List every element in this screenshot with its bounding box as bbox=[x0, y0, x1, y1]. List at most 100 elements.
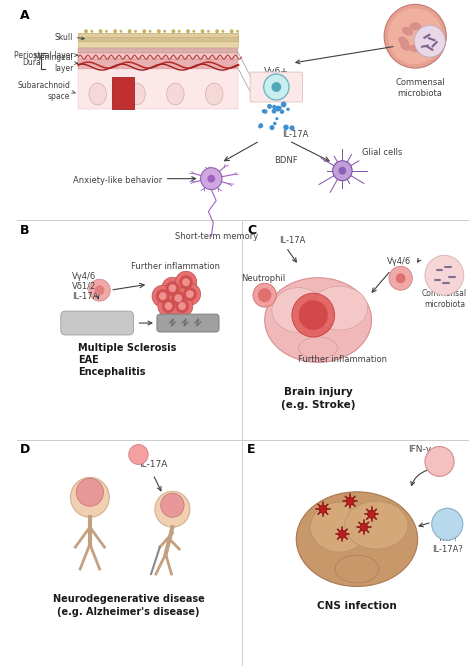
Circle shape bbox=[272, 105, 276, 109]
Ellipse shape bbox=[418, 27, 428, 35]
Circle shape bbox=[172, 295, 193, 317]
Circle shape bbox=[156, 289, 170, 303]
Circle shape bbox=[168, 287, 189, 309]
Circle shape bbox=[142, 29, 146, 33]
Circle shape bbox=[159, 292, 166, 300]
Bar bbox=[78, 53, 238, 61]
Text: Neutrophil: Neutrophil bbox=[241, 273, 285, 283]
Circle shape bbox=[178, 302, 186, 310]
Circle shape bbox=[215, 29, 219, 33]
Text: Dura: Dura bbox=[22, 57, 41, 67]
Text: C: C bbox=[247, 224, 256, 237]
Text: A: A bbox=[20, 9, 29, 22]
Circle shape bbox=[179, 283, 201, 305]
Circle shape bbox=[221, 30, 224, 33]
Circle shape bbox=[76, 478, 103, 506]
Ellipse shape bbox=[398, 37, 409, 46]
Text: (e.g. Alzheimer's disease): (e.g. Alzheimer's disease) bbox=[57, 607, 200, 617]
Ellipse shape bbox=[335, 555, 379, 583]
Circle shape bbox=[149, 30, 152, 33]
Text: D: D bbox=[20, 443, 30, 456]
Text: Vγ6+: Vγ6+ bbox=[264, 67, 289, 75]
Circle shape bbox=[91, 30, 93, 33]
Circle shape bbox=[71, 478, 109, 517]
Circle shape bbox=[182, 278, 190, 286]
Text: Further inflammation: Further inflammation bbox=[131, 261, 220, 271]
Circle shape bbox=[163, 30, 166, 33]
Text: IL-17A: IL-17A bbox=[279, 236, 306, 245]
Text: Commensal
microbiota: Commensal microbiota bbox=[395, 78, 445, 98]
Text: IL-17A: IL-17A bbox=[73, 291, 99, 301]
Circle shape bbox=[275, 105, 281, 111]
Text: Brain injury: Brain injury bbox=[284, 387, 353, 397]
Ellipse shape bbox=[419, 41, 430, 51]
Circle shape bbox=[208, 175, 215, 183]
Circle shape bbox=[174, 294, 182, 302]
Circle shape bbox=[278, 106, 282, 109]
Text: Neurodegenerative disease: Neurodegenerative disease bbox=[53, 594, 205, 604]
Text: Meningeal
layer: Meningeal layer bbox=[34, 53, 73, 73]
Ellipse shape bbox=[166, 83, 184, 105]
Circle shape bbox=[172, 291, 185, 305]
Bar bbox=[78, 33, 238, 47]
Circle shape bbox=[396, 273, 406, 283]
Bar bbox=[78, 69, 238, 109]
Text: Short-term memory: Short-term memory bbox=[174, 232, 258, 241]
Circle shape bbox=[275, 117, 278, 120]
Ellipse shape bbox=[402, 27, 413, 35]
Circle shape bbox=[201, 29, 204, 33]
Circle shape bbox=[175, 299, 189, 313]
Circle shape bbox=[84, 29, 88, 33]
Ellipse shape bbox=[205, 83, 223, 105]
Circle shape bbox=[186, 290, 194, 298]
Circle shape bbox=[425, 446, 454, 476]
Text: Vγ4/6: Vγ4/6 bbox=[387, 257, 411, 266]
Circle shape bbox=[258, 123, 263, 128]
Circle shape bbox=[162, 277, 183, 299]
Bar bbox=[112, 77, 134, 109]
Ellipse shape bbox=[422, 37, 432, 46]
Circle shape bbox=[161, 494, 184, 517]
Text: Commensal
microbiota: Commensal microbiota bbox=[422, 289, 467, 309]
Circle shape bbox=[258, 288, 272, 302]
Text: Further inflammation: Further inflammation bbox=[298, 356, 387, 364]
Text: Periosteal layer: Periosteal layer bbox=[14, 51, 73, 59]
Circle shape bbox=[230, 29, 234, 33]
Text: CNS infection: CNS infection bbox=[317, 601, 397, 611]
Circle shape bbox=[368, 510, 375, 518]
Circle shape bbox=[179, 275, 193, 289]
Circle shape bbox=[346, 498, 354, 506]
Circle shape bbox=[162, 299, 175, 313]
Circle shape bbox=[99, 29, 102, 33]
Circle shape bbox=[262, 109, 266, 113]
Circle shape bbox=[283, 125, 289, 130]
Ellipse shape bbox=[296, 492, 418, 586]
Circle shape bbox=[113, 29, 117, 33]
Circle shape bbox=[164, 302, 173, 310]
Text: B: B bbox=[20, 224, 29, 237]
Circle shape bbox=[272, 109, 276, 113]
Circle shape bbox=[269, 125, 274, 130]
Text: Vγ4/6: Vγ4/6 bbox=[73, 271, 97, 281]
Ellipse shape bbox=[128, 83, 145, 105]
Circle shape bbox=[201, 167, 222, 189]
Circle shape bbox=[338, 167, 346, 175]
Bar bbox=[78, 33, 238, 37]
Circle shape bbox=[414, 25, 446, 57]
Text: E: E bbox=[247, 443, 255, 456]
Ellipse shape bbox=[311, 286, 368, 330]
Text: BDNF: BDNF bbox=[274, 156, 298, 165]
Text: (e.g. Stroke): (e.g. Stroke) bbox=[281, 400, 356, 410]
Circle shape bbox=[384, 5, 447, 68]
Circle shape bbox=[172, 29, 175, 33]
Ellipse shape bbox=[89, 83, 106, 105]
Ellipse shape bbox=[264, 277, 372, 362]
Text: Subarachnoid
space: Subarachnoid space bbox=[18, 81, 71, 101]
Circle shape bbox=[299, 300, 328, 330]
Circle shape bbox=[128, 29, 132, 33]
Ellipse shape bbox=[410, 22, 421, 30]
Circle shape bbox=[286, 107, 290, 111]
Circle shape bbox=[105, 30, 108, 33]
Circle shape bbox=[175, 271, 197, 293]
Circle shape bbox=[155, 492, 190, 527]
